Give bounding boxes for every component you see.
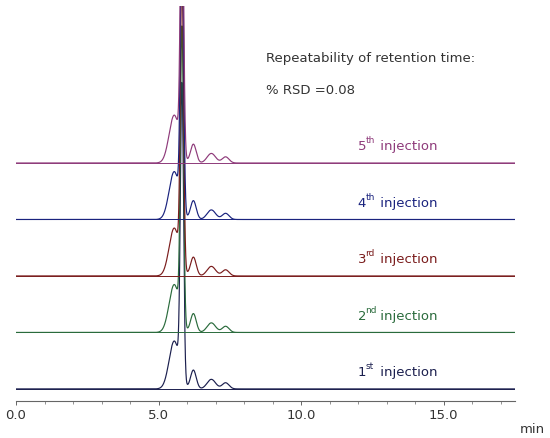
Text: injection: injection	[376, 197, 438, 210]
Text: injection: injection	[376, 310, 438, 323]
Text: 5: 5	[358, 140, 366, 153]
Text: 4: 4	[358, 197, 366, 210]
Text: rd: rd	[365, 249, 375, 258]
Text: 1: 1	[358, 366, 366, 379]
Text: injection: injection	[376, 253, 438, 266]
Text: th: th	[365, 136, 375, 145]
Text: th: th	[365, 193, 375, 202]
Text: % RSD =0.08: % RSD =0.08	[266, 84, 355, 97]
Text: 2: 2	[358, 310, 366, 323]
Text: Repeatability of retention time:: Repeatability of retention time:	[266, 53, 475, 65]
Text: min: min	[520, 423, 545, 436]
Text: injection: injection	[376, 140, 438, 153]
Text: 3: 3	[358, 253, 366, 266]
Text: injection: injection	[376, 366, 438, 379]
Text: st: st	[365, 362, 373, 371]
Text: nd: nd	[365, 306, 377, 314]
